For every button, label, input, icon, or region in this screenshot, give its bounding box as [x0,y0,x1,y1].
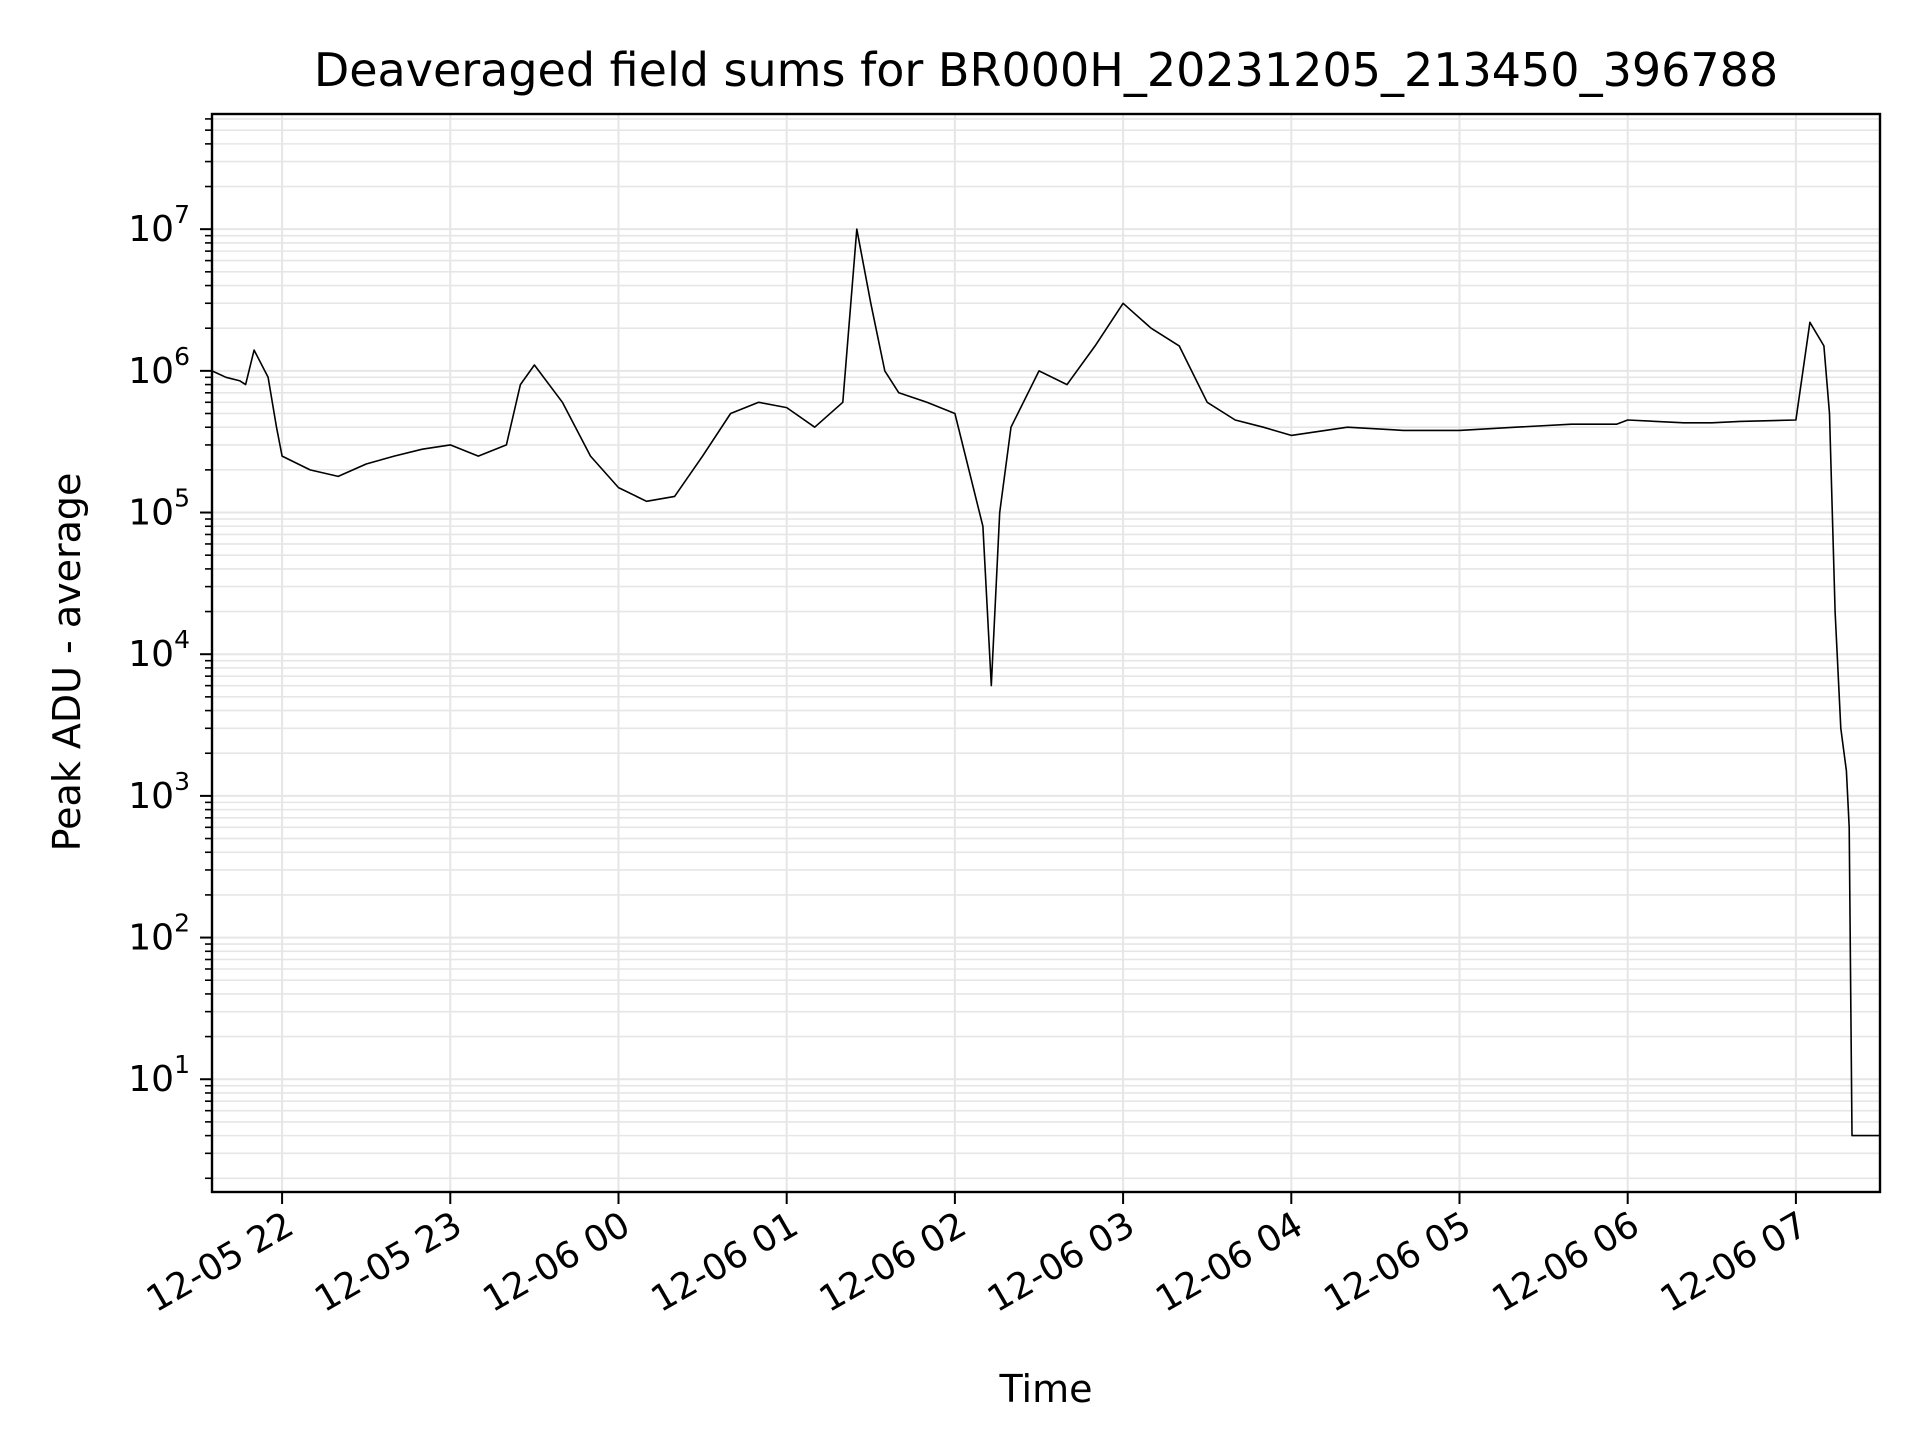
major-gridlines [212,114,1880,1192]
y-axis-ticks: 101 102 103 104 105 106 107 [128,118,212,1180]
y-tick-label: 102 [128,909,190,959]
y-axis-label: Peak ADU - average [45,473,89,852]
x-tick-label: 12-06 06 [1486,1204,1647,1320]
x-tick-label: 12-05 22 [140,1204,301,1320]
x-tick-label: 12-06 01 [645,1204,806,1320]
series-line [211,228,1880,1137]
x-tick-label: 12-06 00 [476,1204,637,1320]
y-tick-label: 103 [128,767,190,817]
y-tick-label: 101 [128,1050,190,1100]
x-tick-label: 12-06 04 [1149,1204,1310,1320]
plot-frame [210,112,1882,1194]
y-tick-label: 106 [128,342,190,392]
y-tick-label: 107 [128,200,190,250]
chart-title: Deaveraged field sums for BR000H_2023120… [314,43,1778,97]
x-tick-label: 12-06 02 [813,1204,974,1320]
x-tick-label: 12-06 05 [1317,1204,1478,1320]
y-tick-label: 105 [128,484,190,534]
y-tick-label: 104 [128,625,190,675]
x-tick-label: 12-05 23 [308,1204,469,1320]
minor-gridlines [212,118,1880,1180]
x-axis-label: Time [999,1367,1093,1411]
x-tick-label: 12-06 07 [1654,1204,1815,1320]
x-tick-label: 12-06 03 [981,1204,1142,1320]
x-axis-ticks: 12-05 22 12-05 23 12-06 00 12-06 01 12-06 02… [140,1192,1814,1321]
